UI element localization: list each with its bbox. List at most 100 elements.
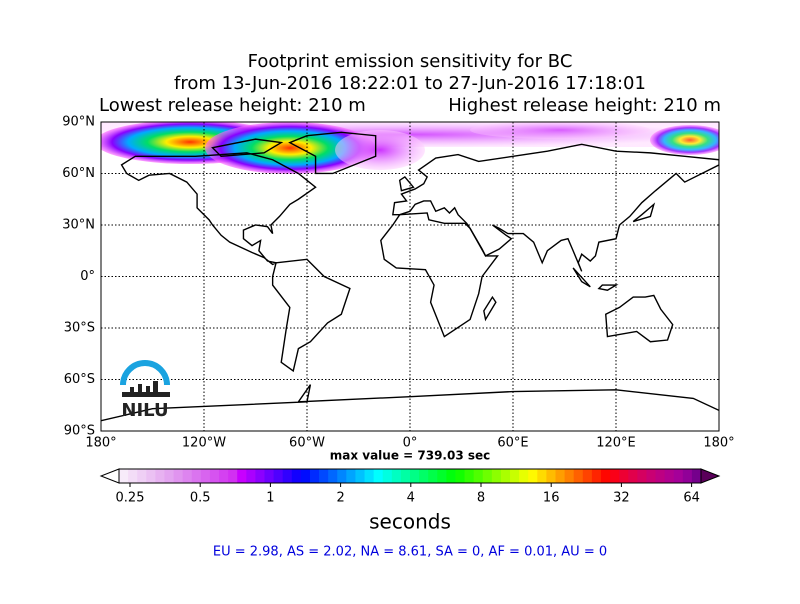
lat-labels: 90°N 60°N 30°N 0° 30°S 60°S 90°S xyxy=(62,115,95,439)
colorbar-segment xyxy=(437,469,447,483)
colorbar-segment xyxy=(319,469,329,483)
colorbar-segment xyxy=(309,469,320,483)
colorbar-segment xyxy=(573,469,584,483)
colorbar-segment xyxy=(537,469,547,483)
graticule xyxy=(101,122,719,431)
colorbar-segment xyxy=(228,469,238,483)
colorbar-segment xyxy=(446,469,456,483)
colorbar-segment xyxy=(128,469,138,483)
colorbar-segment xyxy=(464,469,475,483)
colorbar-tick-label: 1 xyxy=(266,491,274,506)
colorbar-segment xyxy=(391,469,402,483)
lon-label: 60°W xyxy=(289,436,325,451)
colorbar-segment xyxy=(655,469,666,483)
lat-label: 90°S xyxy=(64,424,95,439)
colorbar-tick-label: 32 xyxy=(613,491,630,506)
subtitle: Lowest release height: 210 m xyxy=(99,95,366,116)
colorbar-segment xyxy=(155,469,165,483)
colorbar-segment xyxy=(600,469,611,483)
colorbar-segment xyxy=(291,469,302,483)
lat-label: 30°S xyxy=(64,321,95,336)
colorbar-segment xyxy=(519,469,529,483)
colorbar-tick-label: 2 xyxy=(336,491,344,506)
colorbar-segment xyxy=(246,469,256,483)
colorbar-segment xyxy=(619,469,629,483)
lon-label: 180° xyxy=(85,436,116,451)
colorbar-segment xyxy=(500,469,511,483)
colorbar-label: seconds xyxy=(369,510,451,534)
colorbar-tick-label: 0.25 xyxy=(116,491,145,506)
colorbar-segment xyxy=(119,469,129,483)
colorbar-segment xyxy=(410,469,420,483)
colorbar-segment xyxy=(628,469,638,483)
lat-label: 60°S xyxy=(64,372,95,387)
lon-label: 120°W xyxy=(182,436,226,451)
colorbar-segment xyxy=(555,469,566,483)
colorbar-segment xyxy=(209,469,220,483)
colorbar-segment xyxy=(364,469,375,483)
subtitle: Highest release height: 210 m xyxy=(448,95,721,116)
colorbar-segment xyxy=(491,469,502,483)
colorbar-high-arrow xyxy=(700,468,721,484)
colorbar-segment xyxy=(546,469,556,483)
colorbar-segment xyxy=(664,469,675,483)
colorbar-segment xyxy=(191,469,202,483)
logo-text: NILU xyxy=(121,400,168,421)
colorbar-segment xyxy=(510,469,520,483)
colorbar-segment xyxy=(682,469,693,483)
colorbar-segment xyxy=(400,469,411,483)
colorbar-segment xyxy=(591,469,602,483)
colorbar-low-arrow xyxy=(99,468,120,484)
map: NILU xyxy=(101,122,719,431)
colorbar-segment xyxy=(282,469,293,483)
lon-label: 120°E xyxy=(596,436,636,451)
colorbar-segment xyxy=(564,469,575,483)
colorbar-segment xyxy=(237,469,247,483)
map-frame xyxy=(100,121,720,432)
colorbar-segment xyxy=(355,469,366,483)
colorbar-frame xyxy=(118,468,702,484)
colorbar-segment xyxy=(473,469,484,483)
lon-label: 0° xyxy=(403,436,418,451)
lon-labels: 180° 120°W 60°W 0° 60°E 120°E 180° xyxy=(85,436,734,451)
title: Footprint emission sensitivity for BC xyxy=(248,51,573,72)
colorbar-tick-label: 4 xyxy=(407,491,415,506)
summary: EU = 2.98, AS = 2.02, NA = 8.61, SA = 0,… xyxy=(213,545,607,560)
colorbar: 0.25 0.5 1 2 4 8 16 32 64 xyxy=(99,468,721,506)
colorbar-segment xyxy=(300,469,311,483)
colorbar-segment xyxy=(146,469,156,483)
colorbar-segment xyxy=(528,469,538,483)
colorbar-segment xyxy=(337,469,347,483)
colorbar-segment xyxy=(346,469,356,483)
max-value: max value = 739.03 sec xyxy=(330,449,491,463)
colorbar-tick-label: 0.5 xyxy=(190,491,211,506)
colorbar-segment xyxy=(328,469,338,483)
lat-label: 0° xyxy=(80,269,95,284)
colorbar-segment xyxy=(200,469,211,483)
colorbar-segment xyxy=(382,469,393,483)
colorbar-tick-label: 8 xyxy=(477,491,485,506)
colorbar-segment xyxy=(637,469,647,483)
lon-label: 60°E xyxy=(497,436,528,451)
colorbar-segment xyxy=(419,469,429,483)
lon-label: 180° xyxy=(703,436,734,451)
colorbar-segment xyxy=(264,469,275,483)
colorbar-segment xyxy=(173,469,184,483)
colorbar-segment xyxy=(373,469,384,483)
colorbar-segment xyxy=(182,469,193,483)
lat-label: 90°N xyxy=(62,115,95,130)
colorbar-segment xyxy=(582,469,593,483)
colorbar-segment xyxy=(219,469,229,483)
colorbar-segment xyxy=(164,469,175,483)
lat-label: 30°N xyxy=(62,218,95,233)
colorbar-segment xyxy=(273,469,284,483)
colorbar-segment xyxy=(691,469,702,483)
colorbar-segment xyxy=(482,469,493,483)
colorbar-tick-label: 64 xyxy=(683,491,700,506)
colorbar-segment xyxy=(255,469,265,483)
colorbar-segment xyxy=(428,469,438,483)
nilu-logo: NILU xyxy=(120,360,170,421)
colorbar-segment xyxy=(673,469,684,483)
lat-label: 60°N xyxy=(62,166,95,181)
